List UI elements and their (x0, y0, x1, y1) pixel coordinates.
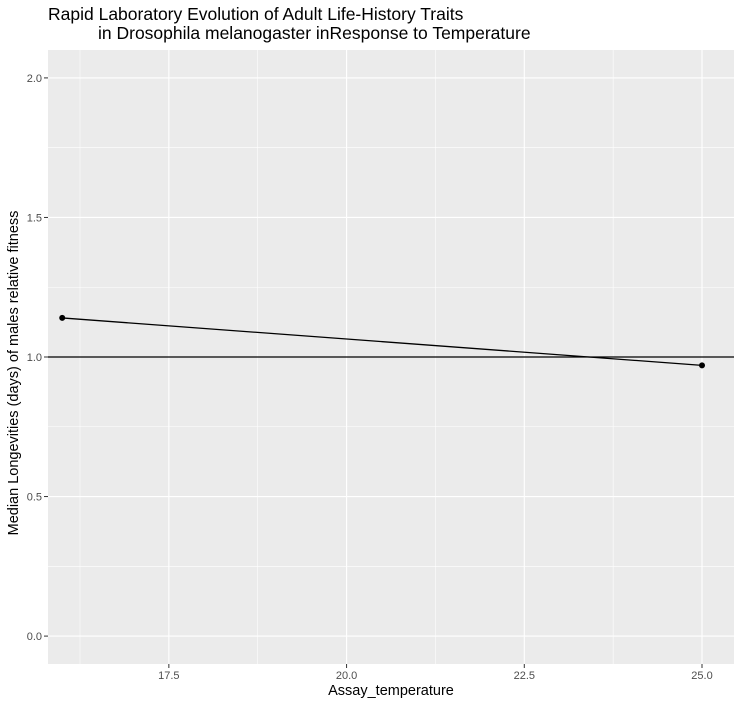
chart-title-line-2: in Drosophila melanogaster inResponse to… (98, 23, 531, 43)
y-tick-label-0: 0.0 (27, 631, 42, 643)
x-tick-label-2: 22.5 (514, 670, 535, 682)
x-tick-label-1: 20.0 (336, 670, 357, 682)
y-axis-title: Median Longevities (days) of males relat… (6, 211, 22, 536)
y-tick-label-2: 1.0 (27, 352, 42, 364)
y-axis-ticks: 0.0 0.5 1.0 1.5 2.0 (27, 73, 48, 643)
data-point-0 (59, 314, 66, 321)
y-tick-label-3: 1.5 (27, 212, 42, 224)
chart-title-line-1: Rapid Laboratory Evolution of Adult Life… (48, 4, 464, 24)
x-tick-label-0: 17.5 (158, 670, 179, 682)
x-axis-title: Assay_temperature (328, 683, 454, 699)
series-line (62, 317, 703, 367)
series-points (59, 314, 706, 369)
x-axis-ticks: 17.5 20.0 22.5 25.0 (158, 664, 713, 682)
data-point-1 (699, 362, 706, 369)
x-tick-label-3: 25.0 (691, 670, 712, 682)
y-tick-label-4: 2.0 (27, 73, 42, 85)
y-tick-label-1: 0.5 (27, 492, 42, 504)
